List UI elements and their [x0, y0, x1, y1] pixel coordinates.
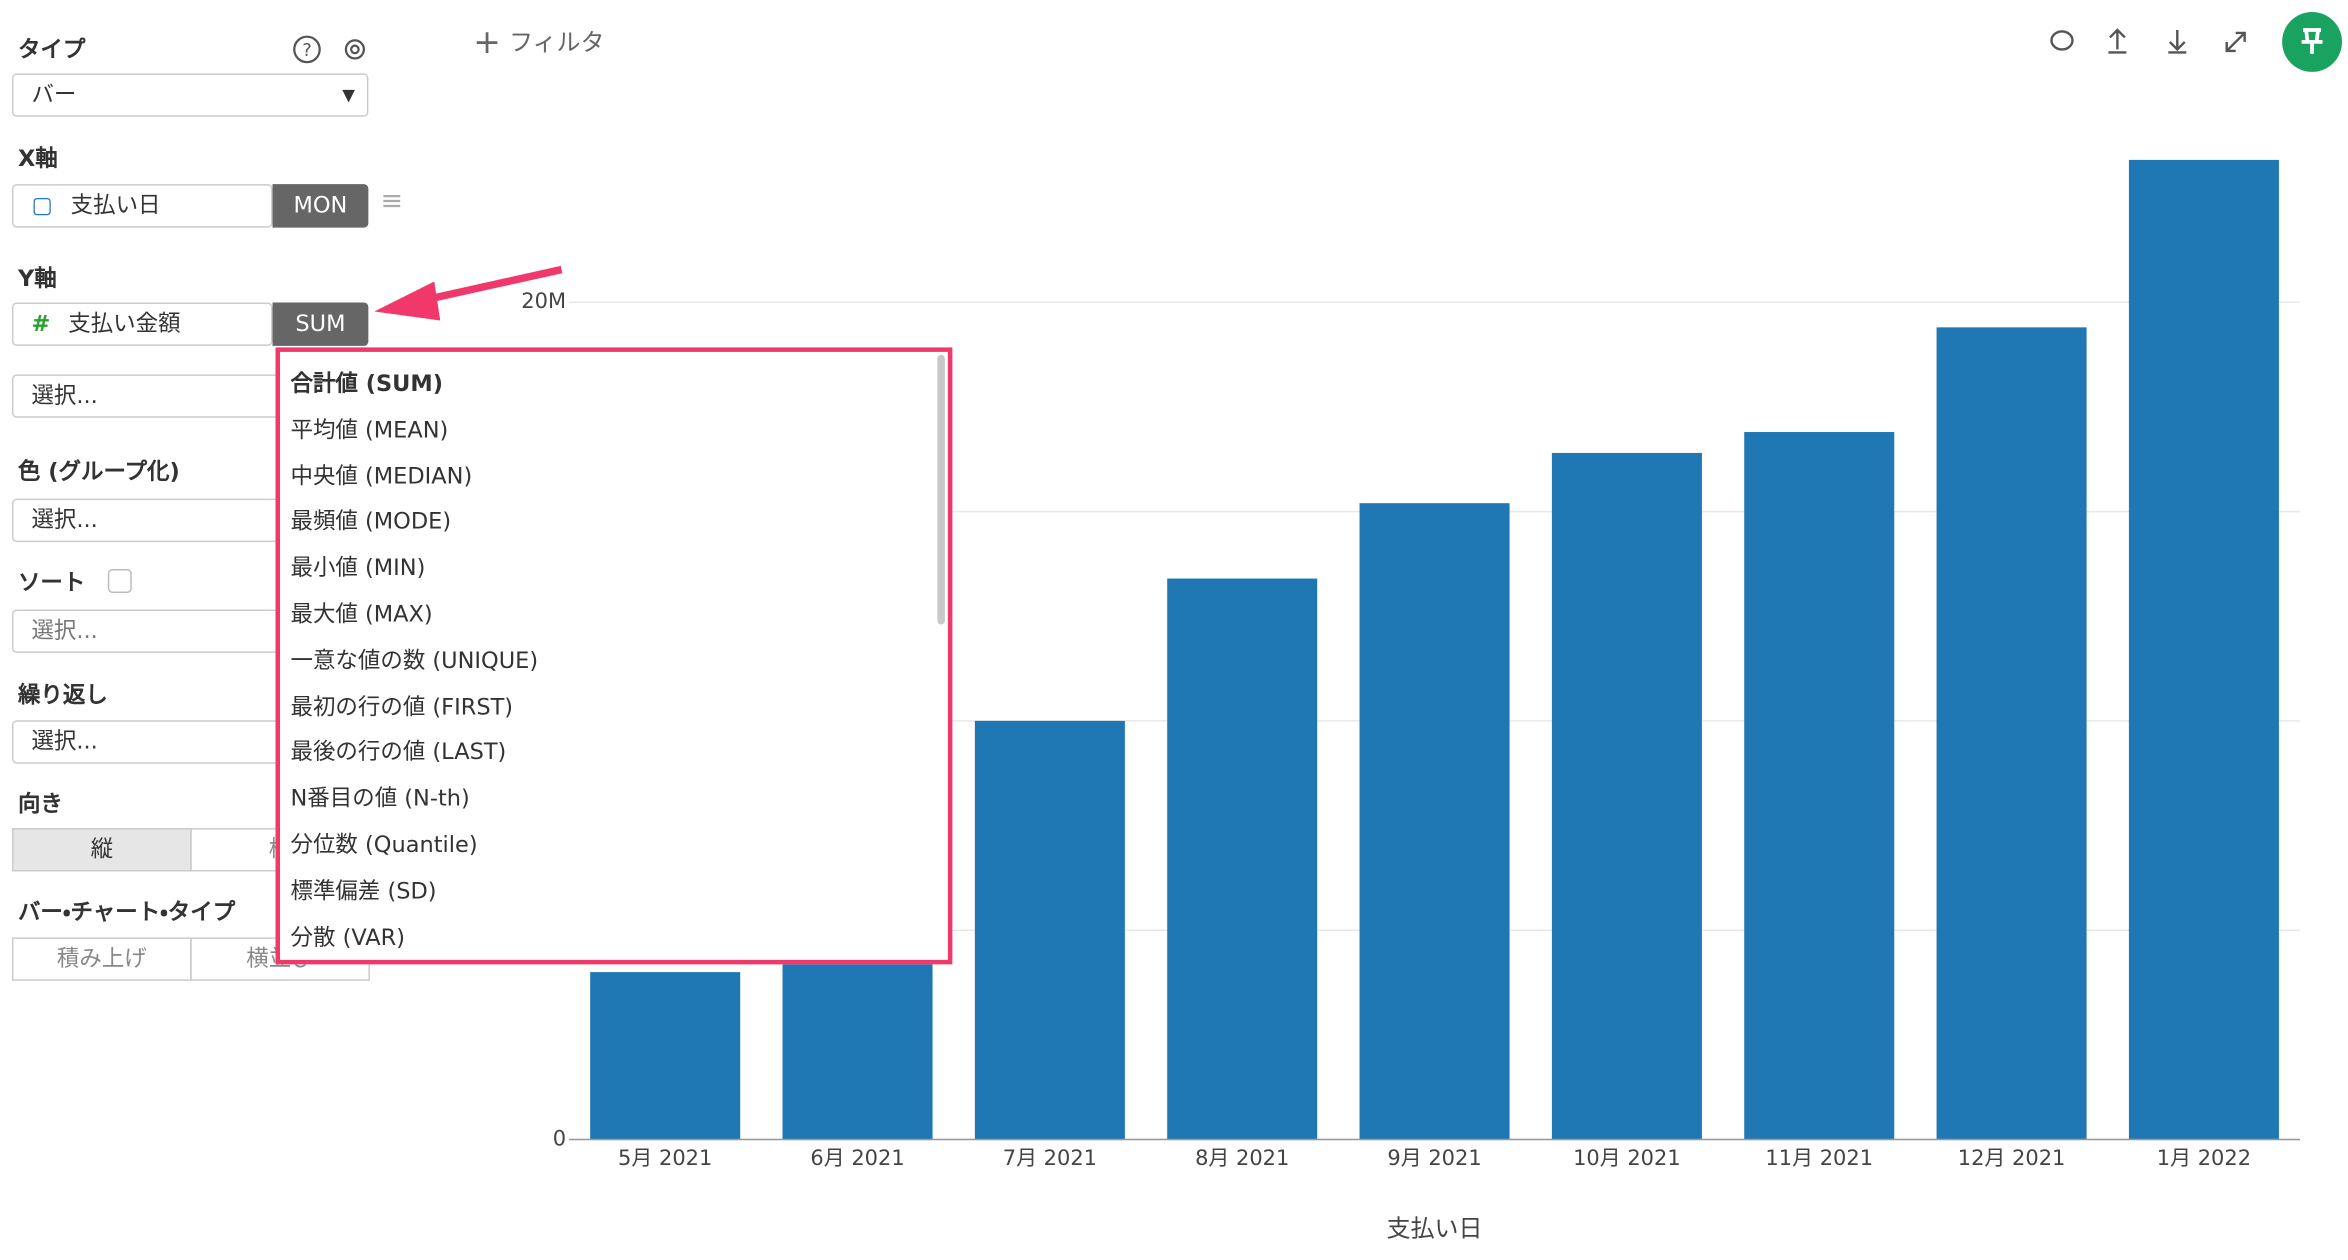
field-value: 支払い金額	[68, 309, 181, 337]
dropdown-item[interactable]: 合計値 (SUM)	[290, 369, 444, 397]
dropdown-item[interactable]: 最後の行の値 (LAST)	[290, 738, 507, 766]
field-label: X軸	[17, 145, 58, 173]
x-tick-label: 6月 2021	[810, 1146, 904, 1170]
dropdown-item[interactable]: 最大値 (MAX)	[290, 600, 433, 628]
dropdown-item[interactable]: 最頻値 (MODE)	[290, 508, 452, 536]
x-tick-label: 12月 2021	[1958, 1146, 2066, 1170]
dropdown-item[interactable]: N番目の値 (N-th)	[290, 784, 470, 812]
dropdown-item[interactable]: 平均値 (MEAN)	[290, 415, 449, 443]
field-label: 色 (グループ化)	[17, 458, 180, 486]
scrollbar	[937, 354, 945, 625]
y-tick-label: 0	[553, 1127, 566, 1151]
field-label: タイプ	[17, 35, 86, 63]
x-tick-label: 10月 2021	[1573, 1146, 1681, 1170]
bar	[1936, 327, 2087, 1140]
select-value: バー	[31, 80, 77, 108]
bar	[974, 720, 1125, 1140]
toolbar-icons[interactable]	[2050, 28, 2246, 54]
bar	[1744, 432, 1895, 1140]
sort-checkbox[interactable]	[107, 569, 132, 593]
bar	[1359, 503, 1510, 1140]
field-label: ソート	[17, 569, 86, 596]
field-label: バー・チャート・タイプ	[17, 898, 236, 926]
x-agg-button[interactable]: MON	[272, 184, 369, 228]
placeholder: 選択...	[31, 381, 98, 409]
x-tick-label: 9月 2021	[1387, 1146, 1481, 1170]
bar	[2128, 159, 2279, 1140]
dropdown-item[interactable]: 分位数 (Quantile)	[290, 831, 478, 859]
filter-button[interactable]: フィルタ	[509, 28, 604, 56]
svg-text:?: ?	[302, 40, 312, 61]
dropdown-item[interactable]: 分散 (VAR)	[290, 923, 406, 951]
x-tick-label: 1月 2022	[2157, 1146, 2251, 1170]
pin-icon	[2301, 28, 2323, 54]
dropdown-item[interactable]: 最小値 (MIN)	[290, 554, 426, 582]
add-icon[interactable]: +	[473, 22, 501, 61]
dropdown-item[interactable]: 一意な値の数 (UNIQUE)	[290, 646, 539, 674]
toggle-button[interactable]: 積み上げ	[11, 937, 192, 981]
y-agg-button[interactable]: SUM	[272, 302, 369, 346]
dropdown-item[interactable]: 中央値 (MEDIAN)	[290, 462, 473, 490]
placeholder: 選択...	[31, 506, 98, 534]
annotation-arrow	[425, 265, 563, 304]
x-axis-title: 支払い日	[1387, 1214, 1483, 1242]
x-field[interactable]: ▢ 支払い日	[11, 184, 273, 228]
field-value: 支払い日	[70, 191, 161, 219]
bar	[1167, 578, 1318, 1140]
y-field[interactable]: # 支払い金額	[11, 302, 273, 346]
x-tick-label: 11月 2021	[1765, 1146, 1873, 1170]
placeholder: 選択...	[31, 727, 98, 755]
field-label: 向き	[17, 790, 63, 818]
toggle-button[interactable]: 縦	[11, 828, 192, 872]
x-tick-label: 8月 2021	[1195, 1146, 1289, 1170]
bar	[782, 930, 933, 1140]
dropdown-item[interactable]: 標準偏差 (SD)	[290, 877, 437, 905]
help-icons[interactable]: ?	[291, 33, 381, 69]
dropdown-item[interactable]: 最初の行の値 (FIRST)	[290, 692, 514, 720]
bar	[1551, 452, 1702, 1140]
bar	[590, 972, 741, 1140]
x-tick-label: 5月 2021	[618, 1146, 712, 1170]
menu-icon[interactable]: ≡	[380, 185, 403, 218]
x-tick-label: 7月 2021	[1003, 1146, 1097, 1170]
aggregation-dropdown: 合計値 (SUM) 平均値 (MEAN) 中央値 (MEDIAN) 最頻値 (MODE…	[275, 347, 953, 965]
y-tick-label: 20M	[521, 289, 566, 313]
type-select[interactable]: バー ▼	[11, 73, 369, 117]
field-label: Y軸	[17, 265, 57, 293]
placeholder: 選択...	[31, 616, 98, 644]
annotation-arrowhead	[374, 281, 441, 321]
field-label: 繰り返し	[17, 681, 108, 709]
